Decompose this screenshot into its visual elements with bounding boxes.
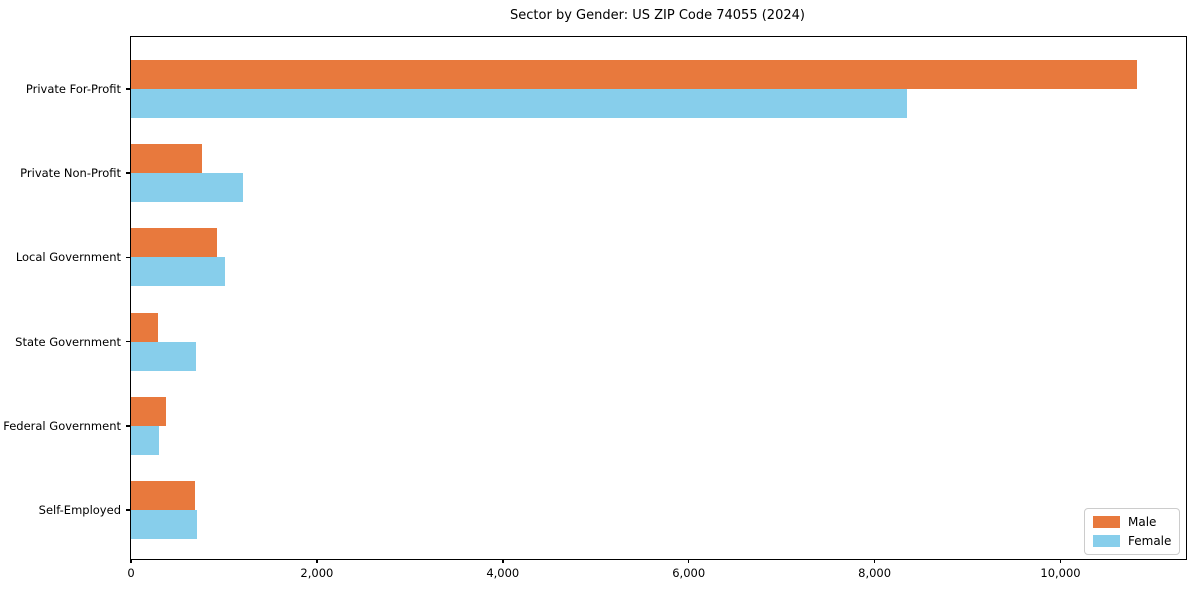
x-tick-label-8000: 8,000 <box>858 566 892 580</box>
y-tick-mark <box>125 88 130 90</box>
x-tick-mark <box>687 559 690 563</box>
y-tick-mark <box>125 425 130 427</box>
x-tick-label-0: 0 <box>127 566 135 580</box>
x-tick-label-2000: 2,000 <box>300 566 334 580</box>
legend-label-male: Male <box>1128 515 1157 529</box>
x-tick-label-6000: 6,000 <box>672 566 706 580</box>
y-tick-label-self-employed: Self-Employed <box>38 503 121 517</box>
y-tick-mark <box>125 509 130 511</box>
plot-area: Private For-Profit Private Non-Profit Loca… <box>3 36 1187 580</box>
y-tick-mark <box>125 172 130 174</box>
x-tick-label-10000: 10,000 <box>1040 566 1081 580</box>
y-tick-label-private-for-profit: Private For-Profit <box>25 82 121 96</box>
legend-item-male: Male <box>1093 515 1171 529</box>
x-tick-label-4000: 4,000 <box>486 566 520 580</box>
y-tick-label-local-government: Local Government <box>15 250 121 265</box>
x-tick-mark <box>502 559 504 563</box>
chart-title: Sector by Gender: US ZIP Code 74055 (202… <box>510 8 805 23</box>
bar-male-private-for-profit <box>131 60 1137 89</box>
bar-male-private-non-profit <box>131 144 202 174</box>
y-tick-label-federal-government: Federal Government <box>3 418 121 433</box>
x-tick-mark <box>316 559 318 563</box>
x-tick-mark <box>873 559 876 563</box>
y-tick-label-private-non-profit: Private Non-Profit <box>20 166 121 181</box>
y-tick-mark <box>125 256 130 259</box>
bar-male-local-government <box>131 228 218 258</box>
y-tick-mark <box>125 340 130 343</box>
bar-female-private-non-profit <box>131 173 243 203</box>
female-swatch-icon <box>1093 535 1120 547</box>
bar-male-self-employed <box>131 481 196 510</box>
bar-male-federal-government <box>131 396 166 426</box>
bar-female-federal-government <box>131 425 160 455</box>
bar-female-private-for-profit <box>131 89 908 118</box>
bar-female-self-employed <box>131 510 198 539</box>
y-tick-label-state-government: State Government <box>15 334 121 349</box>
x-tick-mark <box>130 559 132 563</box>
male-swatch-icon <box>1093 516 1120 528</box>
bar-male-state-government <box>131 312 159 342</box>
legend: Male Female <box>1084 508 1180 555</box>
x-tick-mark <box>1059 559 1062 563</box>
legend-item-female: Female <box>1093 534 1171 548</box>
bar-female-state-government <box>131 341 196 371</box>
bar-female-local-government <box>131 257 225 287</box>
legend-label-female: Female <box>1128 534 1172 548</box>
